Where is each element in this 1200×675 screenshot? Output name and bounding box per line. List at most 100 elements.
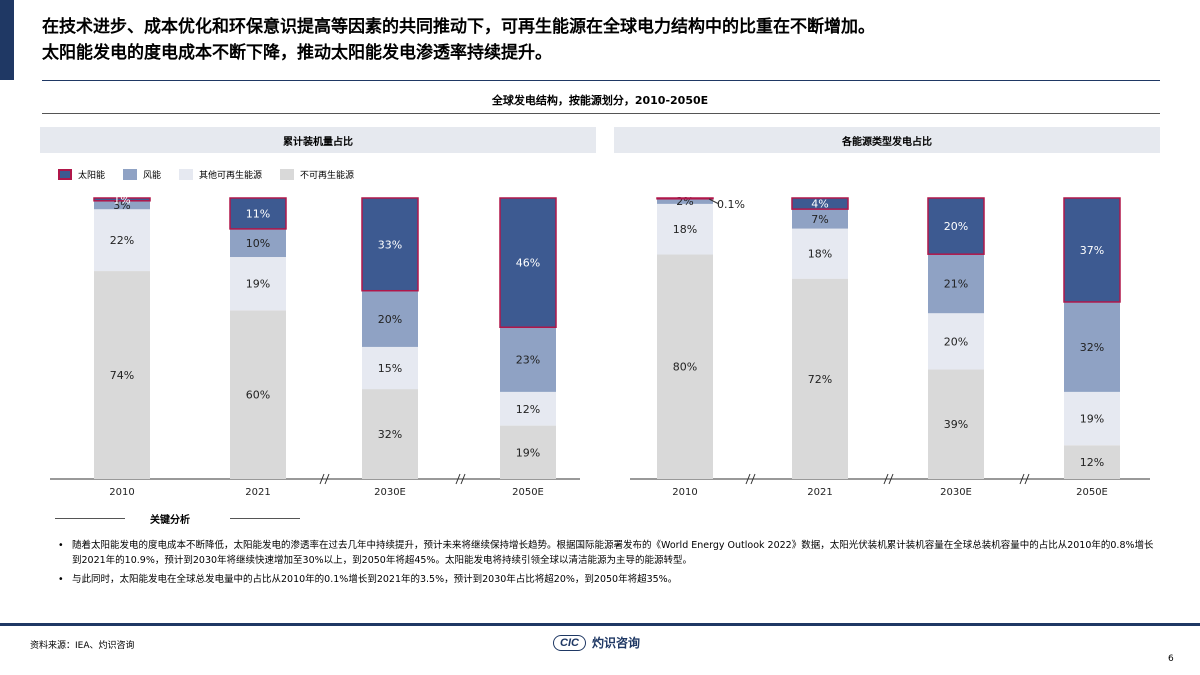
generation-axis-break-0a [745, 473, 751, 485]
capacity-category-2030E: 2030E [374, 487, 406, 498]
generation-label-2010-不可再生能源: 80% [673, 361, 697, 374]
capacity-axis-break-0b [324, 473, 330, 485]
capacity-label-2050E-其他可再生能源: 12% [516, 403, 540, 416]
section-title: 全球发电结构，按能源划分，2010-2050E [491, 94, 709, 107]
legend-label-other-renewable: 其他可再生能源 [199, 171, 263, 181]
generation-label-2030E-不可再生能源: 39% [944, 418, 968, 431]
legend-swatch-solar [58, 169, 72, 180]
capacity-axis-break-1b [460, 473, 466, 485]
legend-item-wind: 风能 [123, 168, 161, 181]
capacity-bar-2030E-太阳能 [361, 197, 419, 292]
capacity-label-2021-风能: 10% [246, 237, 270, 250]
headline: 在技术进步、成本优化和环保意识提高等因素的共同推动下，可再生能源在全球电力结构中… [42, 14, 1182, 66]
capacity-bar-2010-不可再生能源 [94, 271, 150, 479]
cic-logo-name: 灼识咨询 [591, 636, 640, 650]
generation-label-2030E-风能: 21% [944, 278, 968, 291]
generation-bar-2010-不可再生能源 [657, 254, 713, 479]
generation-axis-break-2a [1019, 473, 1025, 485]
generation-bar-2021-太阳能 [791, 197, 849, 210]
generation-label-2030E-太阳能: 20% [944, 220, 968, 233]
generation-bar-2021-不可再生能源 [792, 278, 848, 479]
capacity-bar-2021-不可再生能源 [230, 310, 286, 479]
generation-label-2050E-风能: 32% [1080, 341, 1104, 354]
generation-label-2030E-其他可再生能源: 20% [944, 335, 968, 348]
legend: 太阳能 风能 其他可再生能源 不可再生能源 [58, 168, 372, 181]
capacity-bar-2050E-不可再生能源 [500, 425, 556, 479]
generation-label-2010-太阳能: 0.1% [717, 198, 745, 211]
generation-axis-break-0b [750, 473, 756, 485]
generation-category-2030E: 2030E [940, 487, 972, 498]
generation-bar-2050E-太阳能 [1063, 197, 1121, 303]
capacity-label-2021-不可再生能源: 60% [246, 389, 270, 402]
capacity-label-2010-不可再生能源: 74% [110, 369, 134, 382]
generation-bar-2021-其他可再生能源 [792, 228, 848, 279]
generation-bar-2050E-其他可再生能源 [1064, 391, 1120, 446]
capacity-bar-2021-其他可再生能源 [230, 257, 286, 311]
generation-label-2010-其他可再生能源: 18% [673, 223, 697, 236]
generation-leader-2010 [708, 198, 720, 205]
capacity-bar-2021-太阳能 [229, 197, 287, 230]
generation-bar-2030E-风能 [928, 254, 984, 314]
generation-label-2050E-其他可再生能源: 19% [1080, 413, 1104, 426]
capacity-axis-break-0a [319, 473, 325, 485]
legend-label-non-renewable: 不可再生能源 [300, 171, 355, 181]
legend-label-solar: 太阳能 [78, 171, 106, 181]
capacity-bar-2010-风能 [94, 200, 150, 210]
capacity-bar-2030E-不可再生能源 [362, 389, 418, 479]
generation-label-2021-其他可再生能源: 18% [808, 248, 832, 261]
cic-logo-mark: CIC [553, 634, 586, 651]
footer-rule [0, 623, 1200, 626]
generation-bar-2021-风能 [792, 209, 848, 229]
cic-logo: CIC 灼识咨询 [553, 634, 640, 651]
capacity-category-2021: 2021 [245, 487, 270, 498]
generation-label-2050E-不可再生能源: 12% [1080, 456, 1104, 469]
legend-swatch-other-renewable [179, 169, 194, 180]
key-analysis-title: 关键分析 [150, 515, 190, 526]
section-rule [42, 113, 1160, 114]
generation-bar-2030E-太阳能 [927, 197, 985, 255]
capacity-bar-2050E-太阳能 [499, 197, 557, 329]
key-analysis-bullet-2: 与此同时，太阳能发电在全球总发电量中的占比从2010年的0.1%增长到2021年… [58, 572, 1158, 587]
generation-bar-2010-其他可再生能源 [657, 203, 713, 255]
capacity-bar-2010-其他可再生能源 [94, 209, 150, 272]
generation-bar-2030E-其他可再生能源 [928, 313, 984, 370]
legend-swatch-non-renewable [280, 169, 295, 180]
capacity-label-2050E-不可再生能源: 19% [516, 446, 540, 459]
legend-label-wind: 风能 [143, 171, 162, 181]
capacity-bar-2030E-其他可再生能源 [362, 346, 418, 390]
capacity-label-2050E-太阳能: 46% [516, 257, 540, 270]
source-note: 资料来源：IEA、灼识咨询 [30, 641, 135, 651]
legend-item-solar: 太阳能 [58, 168, 105, 181]
key-analysis-rule-right [230, 518, 300, 519]
key-analysis-bullets: 随着太阳能发电的度电成本不断降低，太阳能发电的渗透率在过去几年中持续提升，预计未… [58, 538, 1158, 591]
generation-category-2050E: 2050E [1076, 487, 1108, 498]
legend-item-other-renewable: 其他可再生能源 [179, 168, 262, 181]
left-panel-title: 累计装机量占比 [40, 127, 596, 153]
capacity-label-2021-其他可再生能源: 19% [246, 278, 270, 291]
generation-label-2021-太阳能: 4% [811, 198, 828, 211]
generation-bar-2030E-不可再生能源 [928, 369, 984, 479]
generation-axis-break-1b [888, 473, 894, 485]
key-analysis-rule-left [55, 518, 125, 519]
capacity-bar-2050E-其他可再生能源 [500, 391, 556, 426]
generation-bar-2010-风能 [657, 198, 713, 204]
generation-axis-break-2b [1024, 473, 1030, 485]
generation-label-2010-风能: 2% [676, 195, 693, 208]
generation-bar-2050E-风能 [1064, 301, 1120, 392]
right-panel-title: 各能源类型发电占比 [614, 127, 1160, 153]
generation-category-2010: 2010 [672, 487, 697, 498]
legend-item-non-renewable: 不可再生能源 [280, 168, 354, 181]
accent-bar [0, 0, 14, 80]
capacity-label-2010-风能: 3% [113, 199, 130, 212]
generation-category-2021: 2021 [807, 487, 832, 498]
capacity-bar-2021-风能 [230, 228, 286, 258]
generation-label-2050E-太阳能: 37% [1080, 244, 1104, 257]
headline-line-2: 太阳能发电的度电成本不断下降，推动太阳能发电渗透率持续提升。 [42, 43, 552, 63]
capacity-label-2030E-其他可再生能源: 15% [378, 362, 402, 375]
generation-bar-2010-太阳能 [656, 197, 714, 200]
page-number: 6 [1168, 654, 1174, 664]
capacity-category-2050E: 2050E [512, 487, 544, 498]
key-analysis-bullet-1: 随着太阳能发电的度电成本不断降低，太阳能发电的渗透率在过去几年中持续提升，预计未… [58, 538, 1158, 568]
legend-swatch-wind [123, 169, 138, 180]
